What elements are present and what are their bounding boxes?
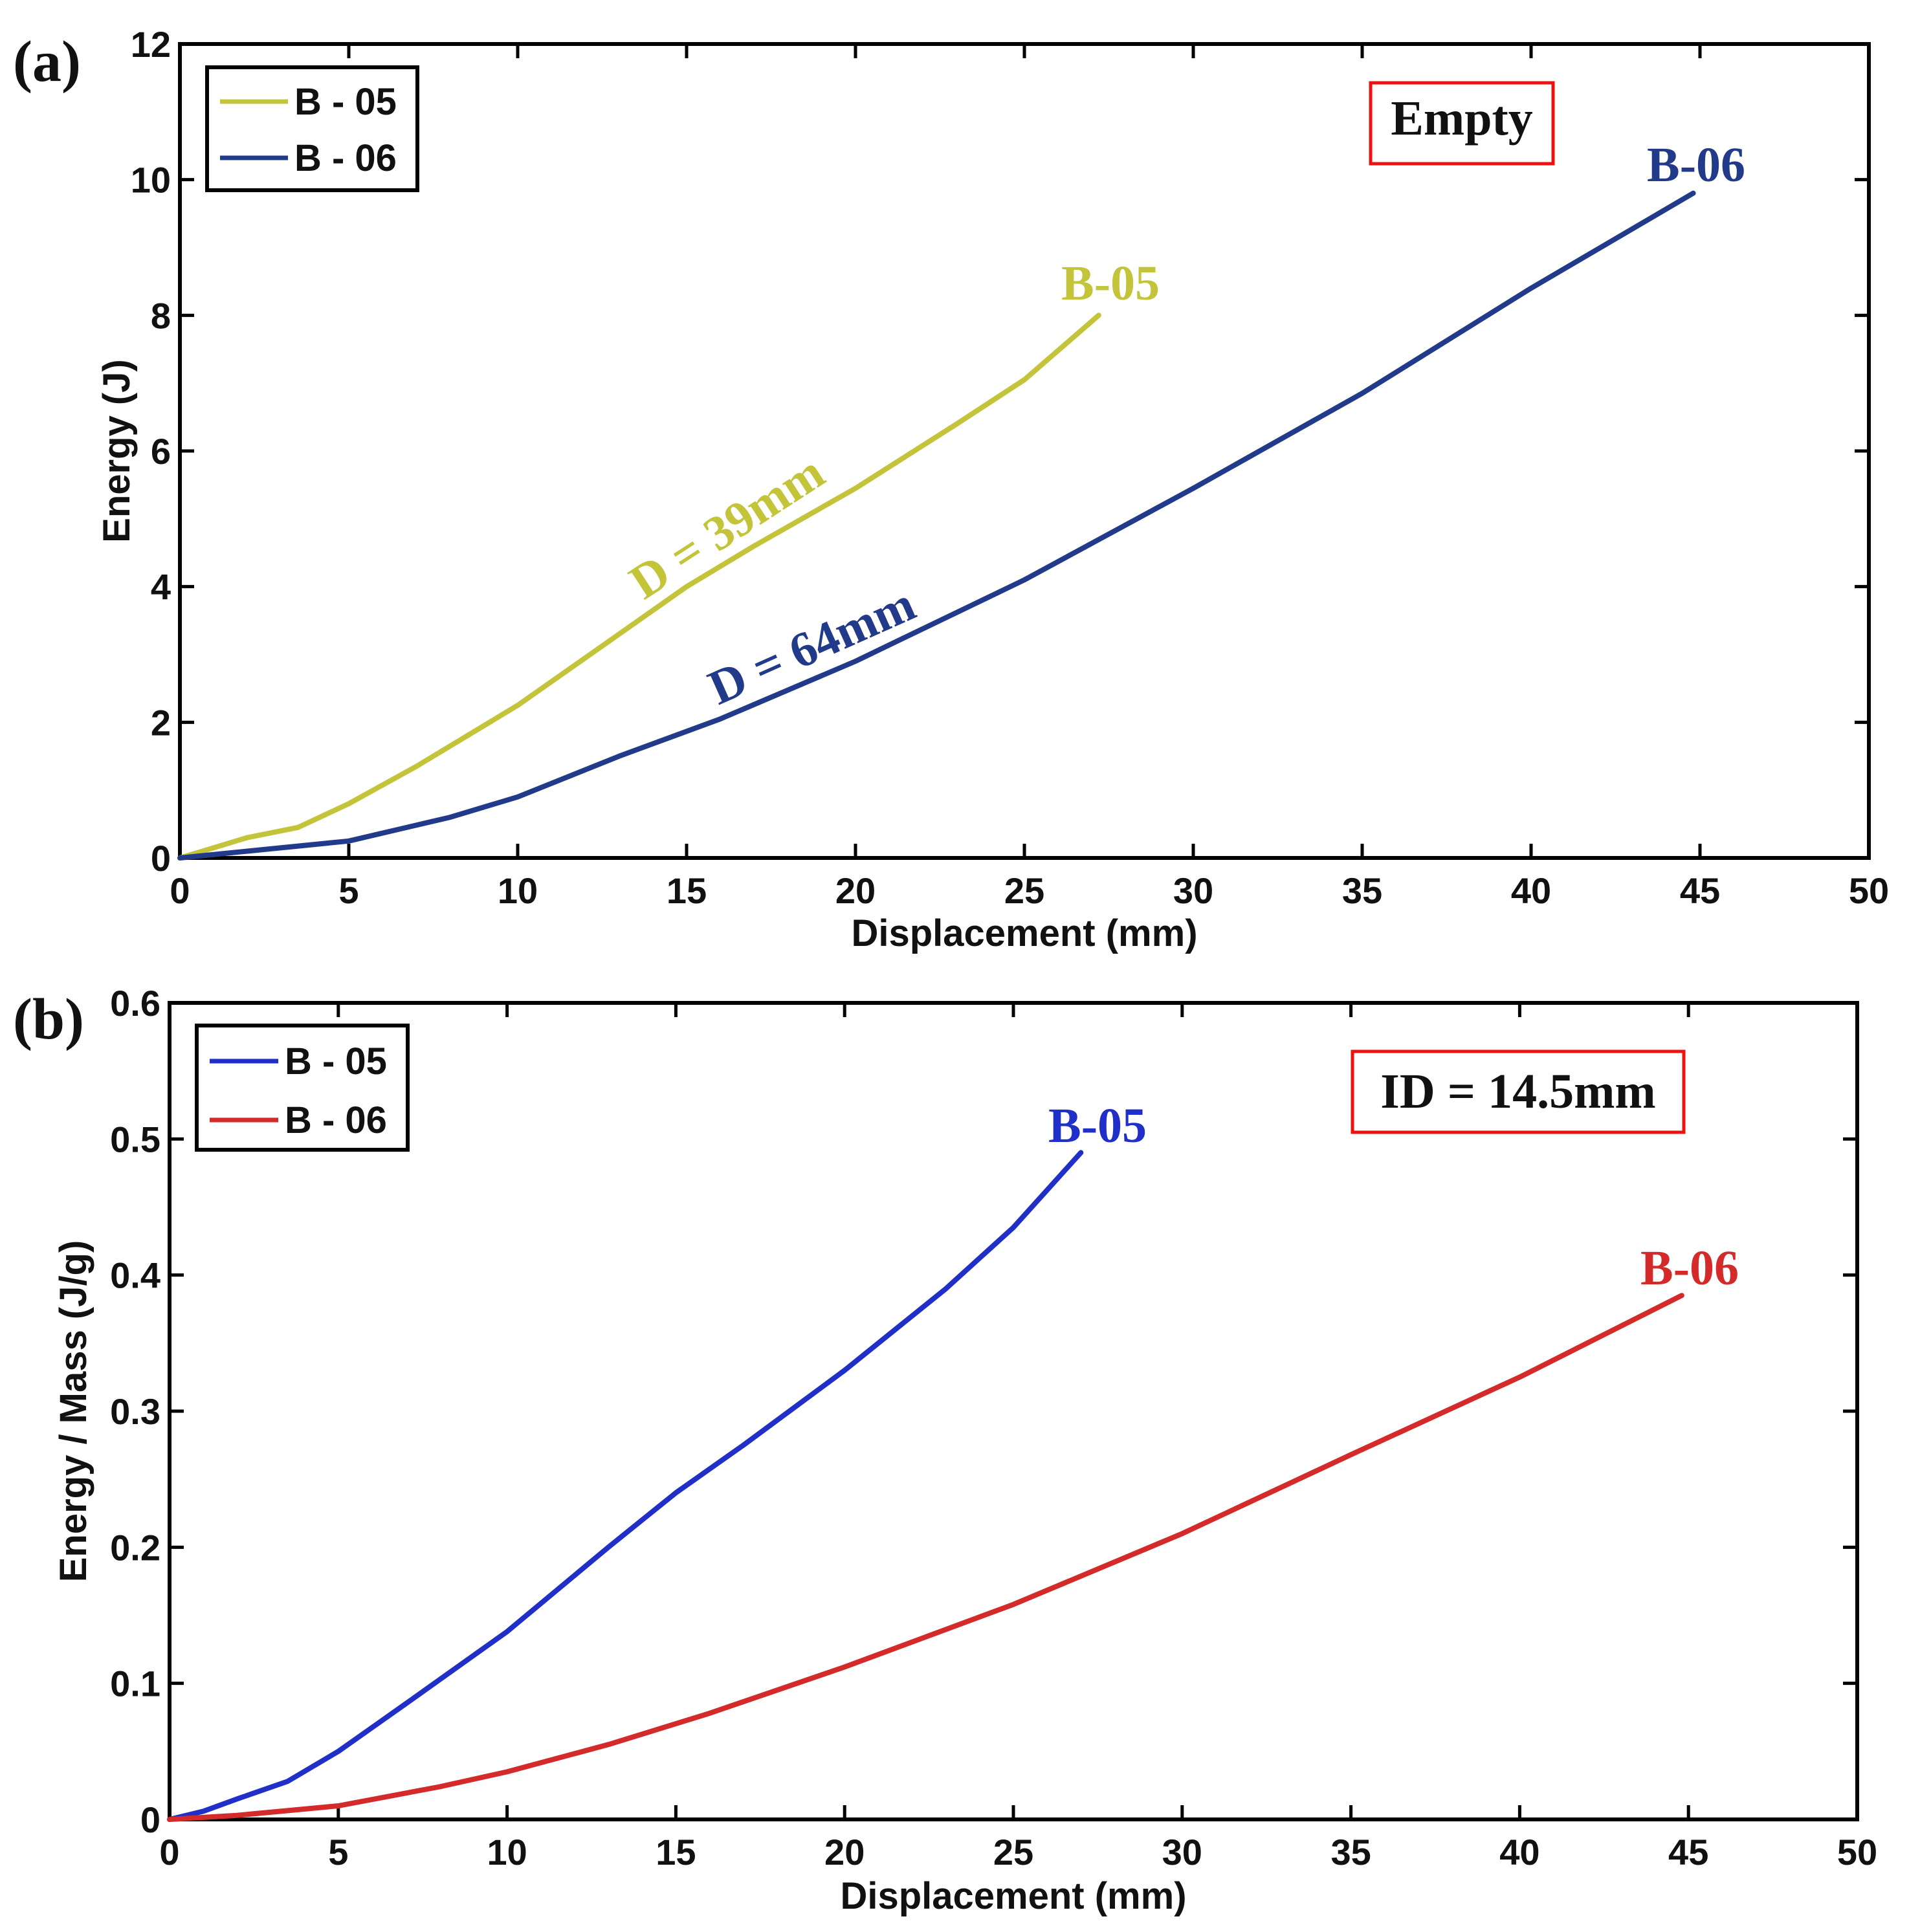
panel-a: (a) 0 5 10 15 20 25 30 35 40 45 50 0 2 4 6 8 10 12 Displa…	[13, 24, 1889, 954]
panel-b-x-tick-label: 40	[1499, 1832, 1539, 1872]
panel-a-y-tick-label: 10	[131, 160, 171, 201]
panel-b-y-tick-label: 0.1	[110, 1663, 160, 1704]
panel-b-x-tick-label: 50	[1837, 1832, 1877, 1872]
panel-b-series-line-b-05	[167, 1150, 1084, 1822]
panel-b-x-tick-label: 15	[656, 1832, 696, 1872]
panel-b-x-tick-label: 45	[1668, 1832, 1708, 1872]
panel-a-plot-frame	[178, 42, 1871, 860]
panel-a-x-tick-label: 40	[1511, 870, 1551, 911]
panel-a-y-tick-label: 4	[151, 567, 171, 608]
panel-b-end-label-b06: B-06	[1640, 1241, 1739, 1295]
panel-b-y-tick-label: 0.5	[110, 1119, 160, 1159]
panel-b: (b) 0 5 10 15 20 25 30 35 40 45 50 0 0.1 0.2 0.3 0.4 0.5…	[13, 983, 1877, 1917]
panel-b-x-tick-label: 0	[159, 1832, 179, 1872]
panel-b-y-tick-label: 0.2	[110, 1527, 160, 1568]
panel-a-y-tick-label: 6	[151, 431, 171, 472]
panel-a-legend-label-b06: B - 06	[294, 137, 397, 179]
panel-a-x-tick-label: 10	[498, 870, 538, 911]
panel-a-y-tick-label: 2	[151, 702, 171, 743]
panel-b-y-tick-label: 0.3	[110, 1391, 160, 1432]
panel-b-y-axis-label: Energy / Mass (J/g)	[52, 1240, 94, 1583]
panel-a-end-label-b05: B-05	[1061, 256, 1160, 311]
panel-b-label: (b)	[13, 987, 84, 1051]
panel-a-x-tick-label: 0	[170, 870, 190, 911]
panel-a-curve-label-b05: D = 39mm	[621, 445, 834, 609]
panel-a-annotation-box	[1369, 81, 1555, 166]
panel-a-annotation-text: Empty	[1391, 91, 1533, 146]
panel-a-y-tick-label: 8	[151, 295, 171, 336]
panel-a-x-tick-label: 45	[1680, 870, 1720, 911]
panel-a-y-axis-label: Energy (J)	[96, 359, 138, 543]
panel-a-annotation: Empty	[1369, 81, 1555, 166]
panel-b-annotation-box	[1351, 1049, 1686, 1134]
panel-b-series-line-b-06	[167, 1293, 1684, 1822]
panel-a-label: (a)	[13, 30, 81, 94]
panel-b-y-tick-label: 0.4	[110, 1255, 160, 1296]
panel-b-legend: B - 05 B - 06	[195, 1024, 410, 1152]
panel-b-x-tick-label: 25	[993, 1832, 1033, 1872]
panel-a-x-axis-label: Displacement (mm)	[851, 912, 1197, 954]
panel-b-x-tick-label: 35	[1330, 1832, 1371, 1872]
panel-b-y-tick-label: 0.6	[110, 983, 160, 1024]
panel-b-series	[167, 1150, 1684, 1822]
panel-b-x-axis-label: Displacement (mm)	[840, 1875, 1186, 1917]
panel-a-x-tick-label: 25	[1004, 870, 1044, 911]
panel-a-legend-box	[205, 65, 419, 192]
panel-b-annotation: ID = 14.5mm	[1351, 1049, 1686, 1134]
panel-a-legend: B - 05 B - 06	[205, 65, 419, 192]
panel-b-legend-label-b05: B - 05	[285, 1040, 387, 1082]
panel-a-series-line-b-05	[177, 313, 1101, 861]
panel-b-legend-box	[195, 1024, 410, 1152]
panel-a-x-tick-label: 30	[1173, 870, 1213, 911]
panel-b-annotation-text: ID = 14.5mm	[1380, 1064, 1655, 1119]
panel-a-x-tick-label: 5	[338, 870, 359, 911]
panel-b-x-tick-label: 20	[824, 1832, 865, 1872]
panel-a-series-line-b-06	[177, 190, 1696, 861]
panel-a-x-tick-label: 50	[1849, 870, 1889, 911]
panel-a-x-tick-label: 35	[1342, 870, 1382, 911]
panel-b-ticks: 0 5 10 15 20 25 30 35 40 45 50 0 0.1 0.2 0.3 0.4 0.5 0.6	[110, 983, 1877, 1872]
panel-b-x-tick-label: 10	[487, 1832, 527, 1872]
panel-a-ticks: 0 5 10 15 20 25 30 35 40 45 50 0 2 4 6 8 10 12	[131, 24, 1889, 911]
panel-b-x-tick-label: 30	[1162, 1832, 1202, 1872]
panel-a-x-tick-label: 20	[835, 870, 876, 911]
panel-a-y-tick-label: 12	[131, 24, 171, 65]
panel-a-y-tick-label: 0	[151, 838, 171, 879]
panel-a-legend-label-b05: B - 05	[294, 81, 397, 123]
panel-b-end-label-b05: B-05	[1048, 1099, 1147, 1153]
panel-b-legend-label-b06: B - 06	[285, 1099, 387, 1141]
panel-b-y-tick-label: 0	[140, 1799, 160, 1840]
panel-a-x-tick-label: 15	[667, 870, 707, 911]
panel-a-series	[177, 190, 1696, 861]
panel-b-x-tick-label: 5	[328, 1832, 348, 1872]
panel-a-end-label-b06: B-06	[1647, 138, 1745, 192]
